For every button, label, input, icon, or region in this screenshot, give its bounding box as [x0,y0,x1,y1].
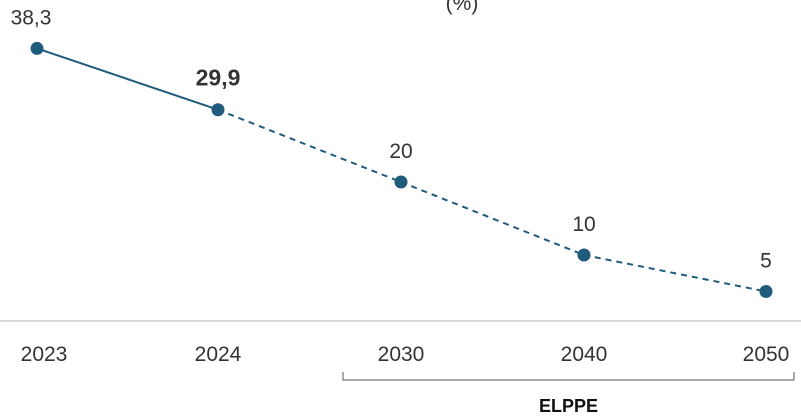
data-label-2024: 29,9 [196,65,241,91]
data-label-2050: 5 [760,250,772,273]
x-tick-2023: 2023 [21,343,68,366]
dashed-segment-2040-2050 [583,254,767,293]
group-bracket: ELPPE [342,372,795,416]
x-axis-ticks: 2023 2024 2030 2040 2050 [21,343,790,366]
solid-segment-2023-2024 [36,47,219,111]
data-point-2050 [759,285,773,298]
data-point-2023 [30,41,44,55]
x-tick-2040: 2040 [561,343,608,366]
data-point-2040 [577,248,591,262]
x-tick-2030: 2030 [378,343,425,366]
x-tick-2050: 2050 [743,343,790,366]
data-label-2040: 10 [572,213,595,236]
group-bracket-line [342,372,795,381]
series-lines [36,47,767,293]
data-label-2023: 38,3 [11,6,52,29]
series-points [30,41,773,298]
dashed-segment-2030-2040 [400,181,585,256]
data-point-2024 [211,103,225,117]
data-point-2030 [394,175,408,189]
group-bracket-label: ELPPE [539,396,598,416]
x-tick-2024: 2024 [195,343,242,366]
data-labels: 38,3 29,9 20 10 5 [11,6,772,272]
dashed-segment-2024-2030 [217,108,402,183]
data-label-2030: 20 [389,140,412,163]
chart-title: (%) [446,0,479,15]
